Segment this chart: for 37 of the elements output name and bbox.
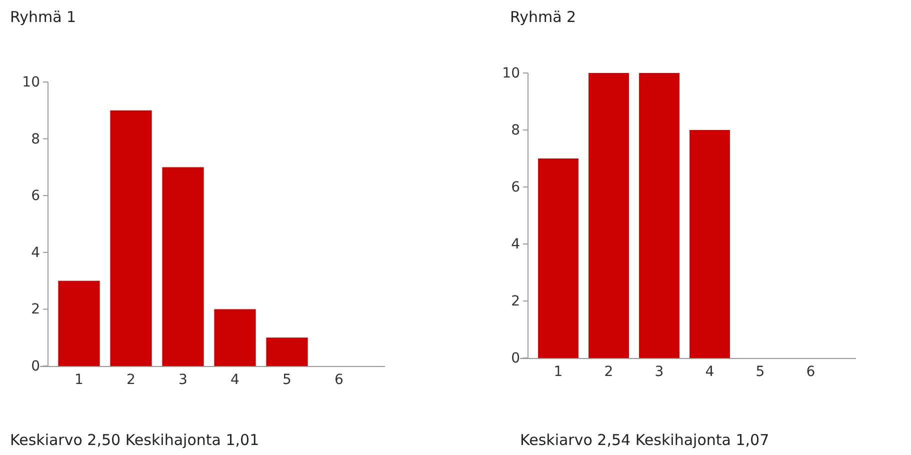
x-tick-label: 1 bbox=[554, 364, 563, 380]
x-tick-label: 3 bbox=[178, 372, 188, 388]
x-tick-label: 4 bbox=[230, 372, 240, 388]
bar bbox=[588, 73, 629, 358]
bar bbox=[214, 309, 256, 366]
bar bbox=[538, 158, 578, 358]
bar bbox=[639, 73, 680, 358]
x-tick-label: 3 bbox=[654, 364, 664, 380]
y-tick-label: 2 bbox=[511, 293, 520, 310]
text: Keskiarvo 2,54 Keskihajonta 1,07 bbox=[520, 431, 770, 449]
y-tick-label: 8 bbox=[31, 131, 40, 148]
y-tick-label: 0 bbox=[511, 350, 520, 366]
x-tick-label: 2 bbox=[126, 372, 136, 388]
y-tick-label: 6 bbox=[31, 188, 40, 204]
bar bbox=[690, 130, 730, 358]
text: Keskiarvo 2,50 Keskihajonta 1,01 bbox=[10, 431, 260, 449]
x-tick-label: 6 bbox=[334, 372, 344, 388]
y-tick-label: 10 bbox=[22, 74, 40, 90]
y-tick-label: 2 bbox=[31, 302, 40, 318]
y-tick-label: 0 bbox=[31, 358, 40, 374]
bar bbox=[58, 280, 100, 366]
x-tick-label: 2 bbox=[604, 364, 614, 380]
y-tick-label: 8 bbox=[511, 122, 520, 138]
x-tick-label: 1 bbox=[74, 372, 84, 388]
bar bbox=[162, 167, 204, 366]
bar bbox=[110, 110, 152, 366]
chart-title: Ryhmä 2 bbox=[510, 8, 576, 26]
x-tick-label: 5 bbox=[282, 372, 292, 388]
chart-title: Ryhmä 1 bbox=[10, 8, 76, 26]
x-tick-label: 5 bbox=[756, 364, 765, 380]
x-tick-label: 6 bbox=[806, 364, 816, 380]
y-tick-label: 4 bbox=[31, 244, 40, 261]
x-tick-label: 4 bbox=[705, 364, 714, 380]
y-tick-label: 6 bbox=[511, 179, 520, 196]
y-tick-label: 4 bbox=[511, 236, 520, 252]
bar bbox=[266, 338, 308, 366]
y-tick-label: 10 bbox=[502, 65, 520, 82]
